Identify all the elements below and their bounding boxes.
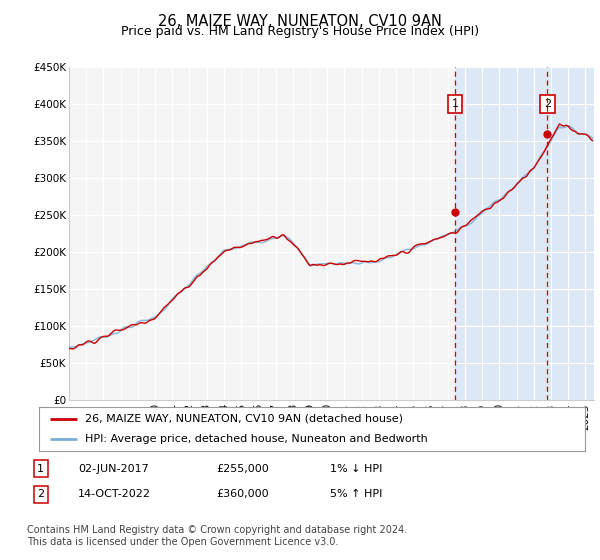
Text: Price paid vs. HM Land Registry's House Price Index (HPI): Price paid vs. HM Land Registry's House … xyxy=(121,25,479,38)
Text: 1: 1 xyxy=(451,99,458,109)
Text: Contains HM Land Registry data © Crown copyright and database right 2024.
This d: Contains HM Land Registry data © Crown c… xyxy=(27,525,407,547)
Text: £255,000: £255,000 xyxy=(216,464,269,474)
Text: £360,000: £360,000 xyxy=(216,489,269,500)
Text: 2: 2 xyxy=(544,99,551,109)
Text: 14-OCT-2022: 14-OCT-2022 xyxy=(78,489,151,500)
Text: 2: 2 xyxy=(37,489,44,500)
Bar xyxy=(455,67,600,400)
Text: 26, MAIZE WAY, NUNEATON, CV10 9AN (detached house): 26, MAIZE WAY, NUNEATON, CV10 9AN (detac… xyxy=(85,414,403,424)
Text: 1: 1 xyxy=(37,464,44,474)
Text: HPI: Average price, detached house, Nuneaton and Bedworth: HPI: Average price, detached house, Nune… xyxy=(85,434,428,444)
Text: 02-JUN-2017: 02-JUN-2017 xyxy=(78,464,149,474)
Text: 5% ↑ HPI: 5% ↑ HPI xyxy=(330,489,382,500)
Text: 1% ↓ HPI: 1% ↓ HPI xyxy=(330,464,382,474)
Text: 26, MAIZE WAY, NUNEATON, CV10 9AN: 26, MAIZE WAY, NUNEATON, CV10 9AN xyxy=(158,14,442,29)
